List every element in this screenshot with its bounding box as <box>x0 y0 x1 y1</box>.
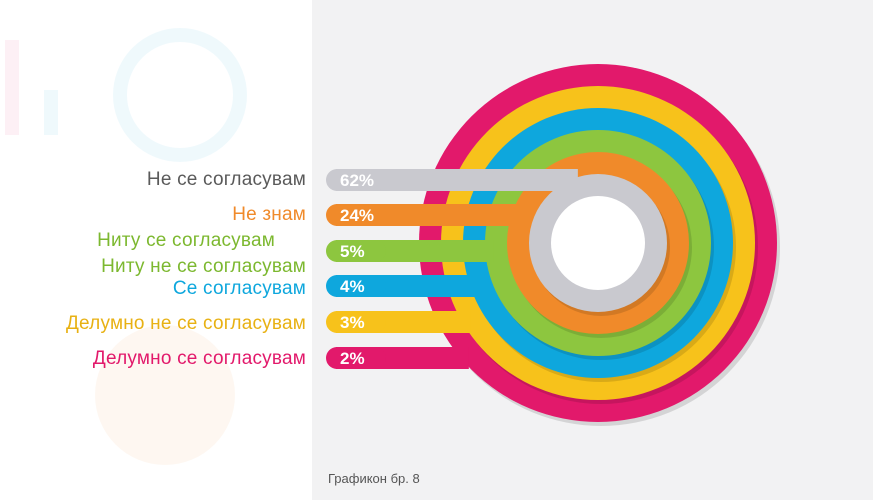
value-pill-4 <box>326 275 386 297</box>
value-pill-3 <box>326 240 386 262</box>
value-label-4: 4% <box>340 277 365 296</box>
value-label-3: 5% <box>340 242 365 261</box>
category-label-4: Се согласувам <box>172 278 306 299</box>
value-label-5: 3% <box>340 313 365 332</box>
chart-center-hole <box>551 196 645 290</box>
category-label-3-line-1: Ниту се согласувам <box>97 230 275 251</box>
value-label-6: 2% <box>340 349 365 368</box>
value-pill-1 <box>326 169 386 191</box>
ring-road-1 <box>336 169 578 191</box>
value-pill-6 <box>326 347 386 369</box>
value-pill-5 <box>326 311 386 333</box>
category-label-6: Делумно се согласувам <box>92 348 306 369</box>
category-label-5: Делумно не се согласувам <box>65 313 306 334</box>
chart-caption: Графикон бр. 8 <box>328 471 420 486</box>
value-label-1: 62% <box>340 171 374 190</box>
category-label-1: Не се согласувам <box>146 169 306 190</box>
watermark-graphic <box>5 28 247 465</box>
value-label-2: 24% <box>340 206 374 225</box>
value-pill-2 <box>326 204 386 226</box>
category-label-3-line-2: Ниту не се согласувам <box>101 256 306 277</box>
category-label-2: Не знам <box>232 204 306 225</box>
